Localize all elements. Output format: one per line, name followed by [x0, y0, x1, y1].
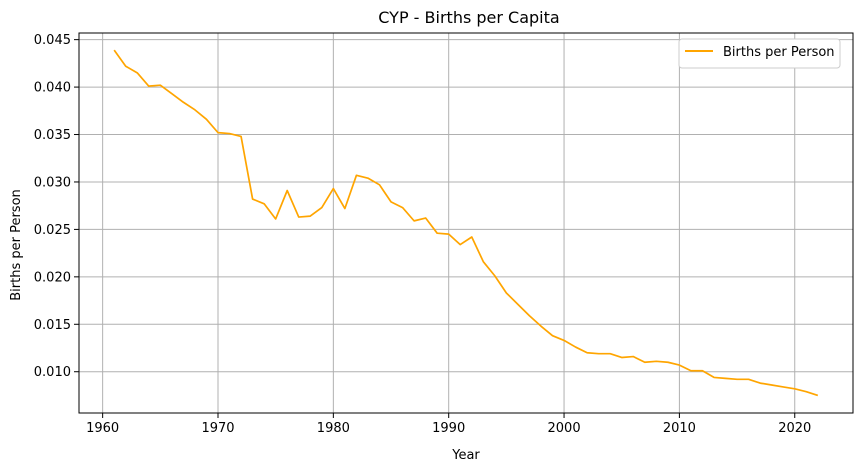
- legend: Births per Person: [678, 38, 841, 69]
- chart-title: CYP - Births per Capita: [378, 8, 559, 27]
- legend-label: Births per Person: [723, 45, 835, 60]
- y-tick-label: 0.045: [34, 33, 71, 48]
- grid: [79, 33, 853, 413]
- y-tick-label: 0.010: [34, 365, 71, 380]
- y-axis-label: Births per Person: [9, 189, 24, 301]
- y-tick-label: 0.030: [34, 175, 71, 190]
- y-axis-ticks: 0.010 0.015 0.020 0.025 0.030 0.035 0.040 0.045: [34, 33, 79, 380]
- x-tick-label: 2020: [778, 421, 811, 436]
- legend-box: [678, 38, 841, 69]
- series-line: [113, 49, 819, 397]
- x-axis-label: Year: [451, 448, 480, 463]
- y-tick-label: 0.035: [34, 128, 71, 143]
- series-layer: [113, 49, 819, 397]
- x-tick-label: 1980: [317, 421, 350, 436]
- x-tick-label: 2010: [663, 421, 696, 436]
- axes-frame: [78, 32, 854, 414]
- x-tick-label: 2000: [548, 421, 581, 436]
- y-tick-label: 0.025: [34, 223, 71, 238]
- y-tick-label: 0.020: [34, 270, 71, 285]
- x-axis-ticks: 1960 1970 1980 1990 2000 2010 2020: [86, 413, 811, 436]
- y-tick-label: 0.040: [34, 81, 71, 96]
- x-tick-label: 1990: [432, 421, 465, 436]
- x-tick-label: 1970: [201, 421, 234, 436]
- y-tick-label: 0.015: [34, 318, 71, 333]
- x-tick-label: 1960: [86, 421, 119, 436]
